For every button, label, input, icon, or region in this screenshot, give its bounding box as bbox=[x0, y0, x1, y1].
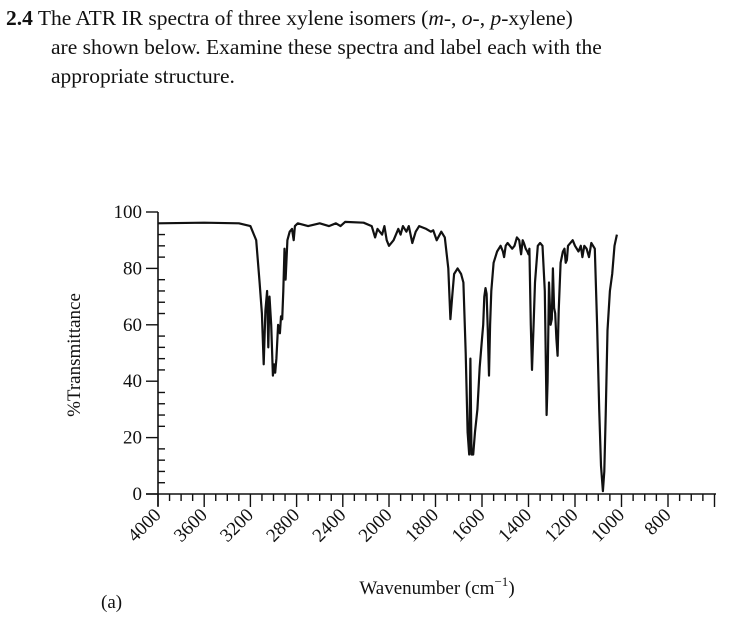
problem-statement: 2.4 The ATR IR spectra of three xylene i… bbox=[6, 4, 741, 91]
x-tick-label: 2800 bbox=[262, 505, 304, 547]
spectrum-line bbox=[157, 220, 618, 493]
x-tick-label: 4000 bbox=[124, 505, 166, 547]
x-axis-title: Wavenumber (cm−1) bbox=[359, 574, 514, 599]
x-tick-label: 3600 bbox=[170, 505, 212, 547]
y-tick-label: 20 bbox=[123, 428, 142, 449]
x-tick-label: 2000 bbox=[355, 505, 397, 547]
problem-line-2: are shown below. Examine these spectra a… bbox=[51, 35, 602, 59]
y-axis: 0 20 40 60 80 100 bbox=[114, 202, 165, 506]
x-tick-label: 3200 bbox=[216, 505, 258, 547]
problem-number: 2.4 bbox=[6, 6, 33, 30]
y-tick-label: 0 bbox=[133, 484, 143, 505]
y-tick-label: 100 bbox=[114, 202, 143, 223]
x-tick-label: 1600 bbox=[448, 505, 490, 547]
problem-line-1: 2.4 The ATR IR spectra of three xylene i… bbox=[6, 6, 573, 30]
y-axis-title: %Transmittance bbox=[64, 293, 85, 417]
x-tick-label: 1800 bbox=[401, 505, 443, 547]
x-tick-label: 800 bbox=[641, 505, 676, 540]
x-tick-label: 1400 bbox=[494, 505, 536, 547]
x-tick-label: 1200 bbox=[541, 505, 583, 547]
x-tick-label: 2400 bbox=[309, 505, 351, 547]
y-tick-label: 40 bbox=[123, 371, 142, 392]
x-tick-label: 1000 bbox=[587, 505, 629, 547]
panel-label: (a) bbox=[101, 592, 123, 613]
problem-line-3: appropriate structure. bbox=[51, 64, 235, 88]
y-tick-label: 80 bbox=[123, 258, 142, 279]
y-tick-label: 60 bbox=[123, 315, 142, 336]
x-axis: 4000 3600 3200 2800 2400 2000 1800 1600 1400 1200… bbox=[124, 493, 716, 547]
